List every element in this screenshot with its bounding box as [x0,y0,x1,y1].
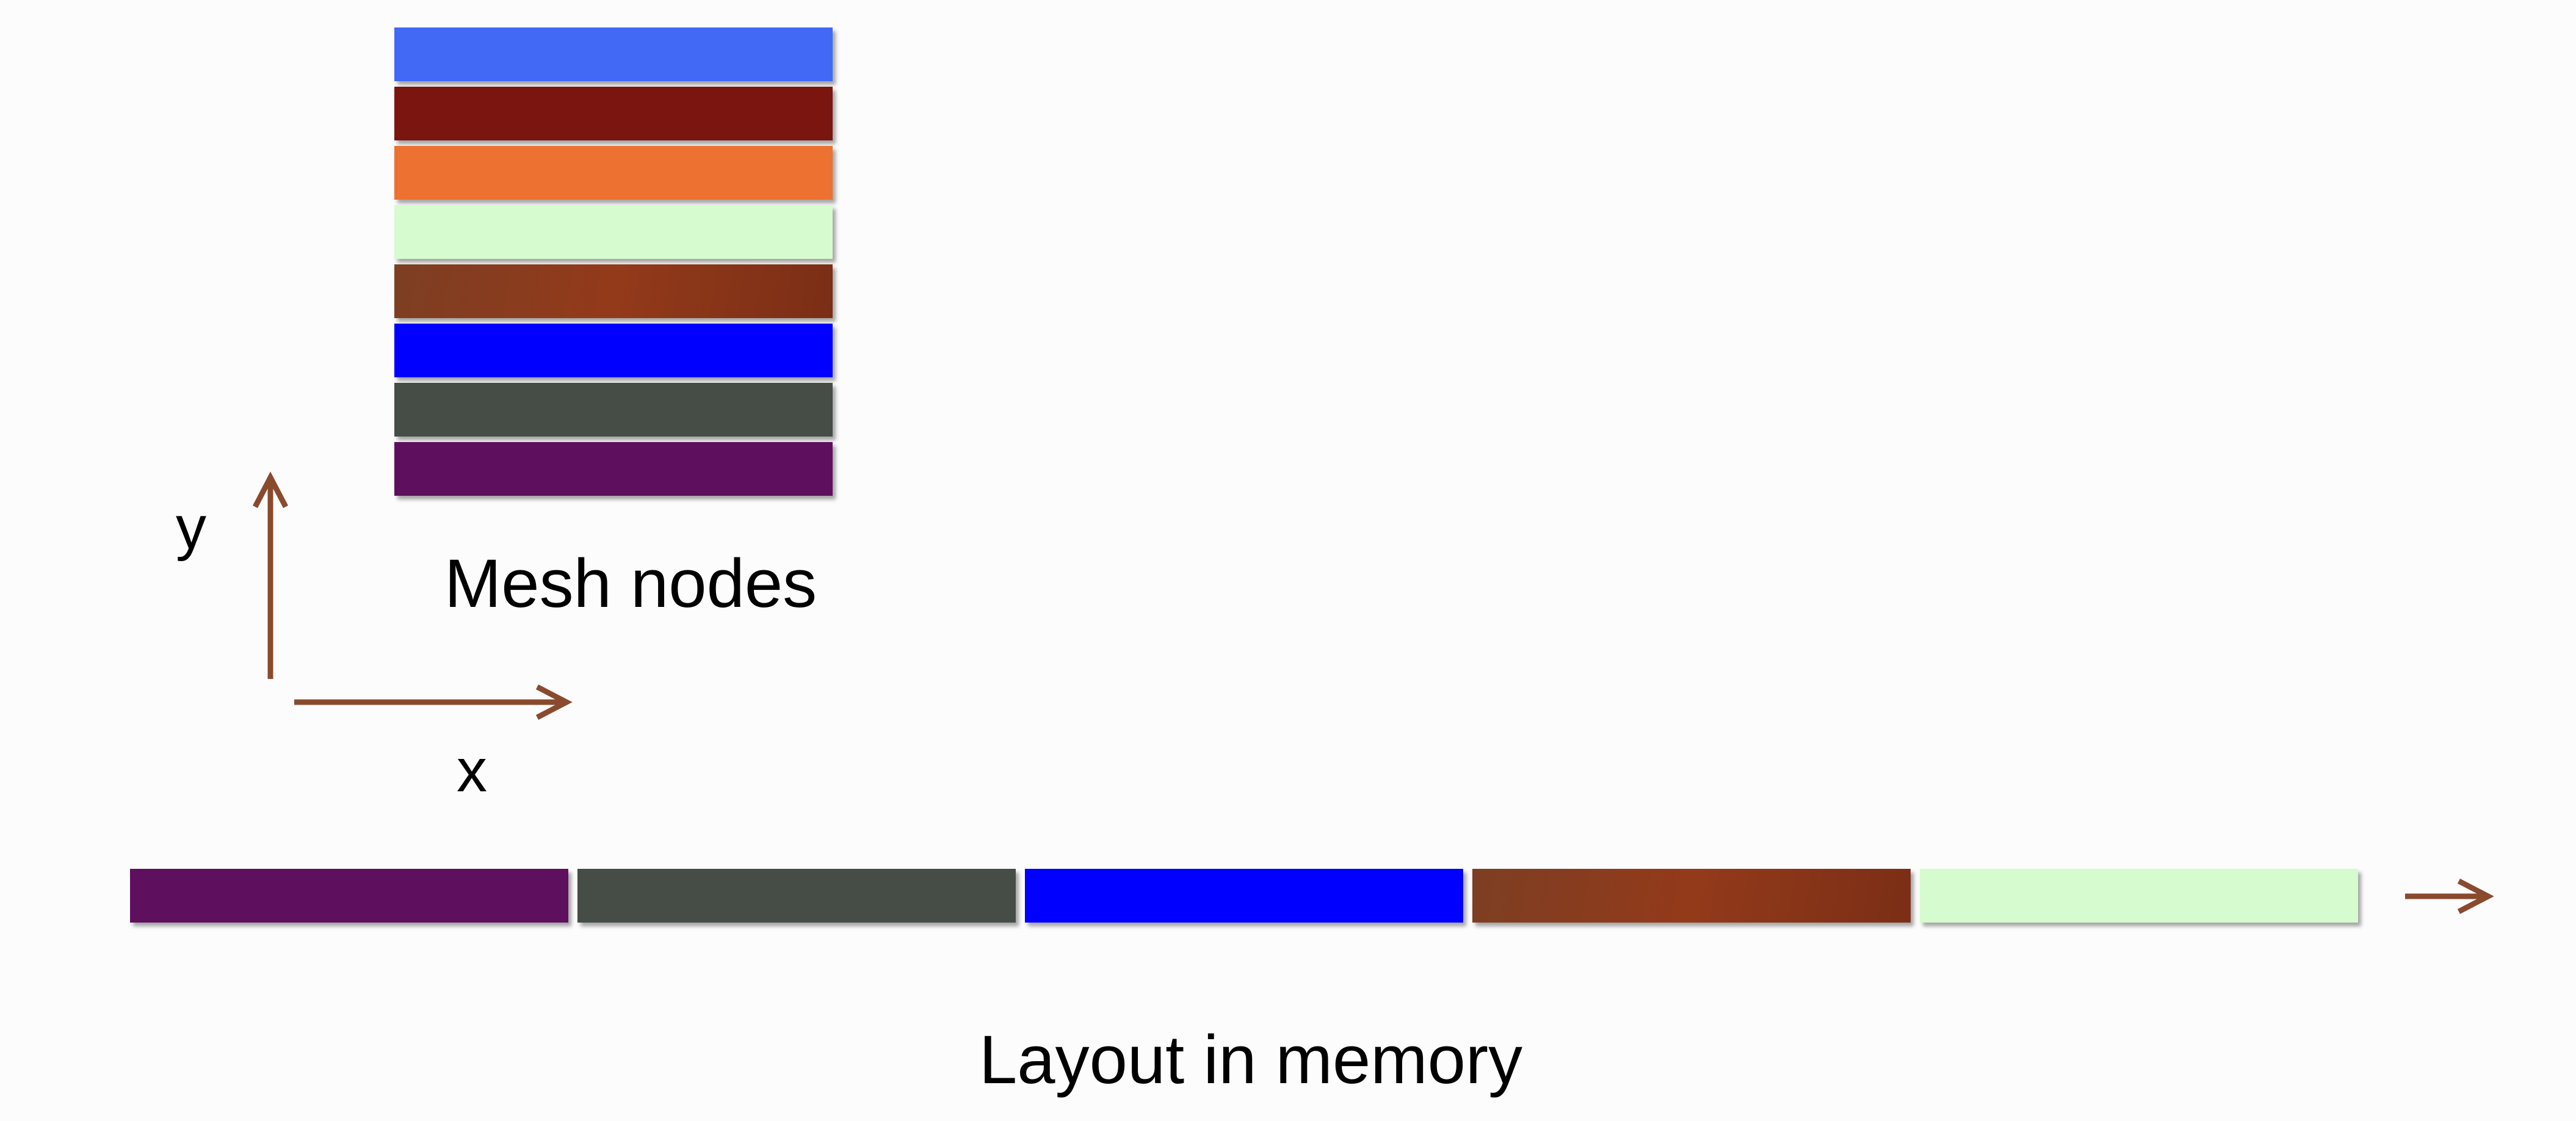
mesh-node-row [394,264,833,318]
memory-layout-label: Layout in memory [979,1021,1523,1098]
mesh-node-row [394,27,833,81]
x-axis-label: x [457,736,487,805]
mesh-node-row [394,146,833,200]
memory-block [1920,869,2358,923]
y-axis-label: y [176,493,206,562]
y-axis-arrow [253,471,288,679]
mesh-node-row [394,87,833,140]
memory-block [1025,869,1463,923]
mesh-nodes-label: Mesh nodes [444,545,817,622]
mesh-node-row [394,442,833,496]
mesh-node-row [394,205,833,259]
mesh-node-row [394,383,833,437]
memory-block [577,869,1016,923]
mesh-node-row [394,324,833,377]
memory-block [1472,869,1911,923]
memory-block [130,869,568,923]
x-axis-arrow [294,684,573,720]
memory-continuation-arrow [2405,879,2494,914]
